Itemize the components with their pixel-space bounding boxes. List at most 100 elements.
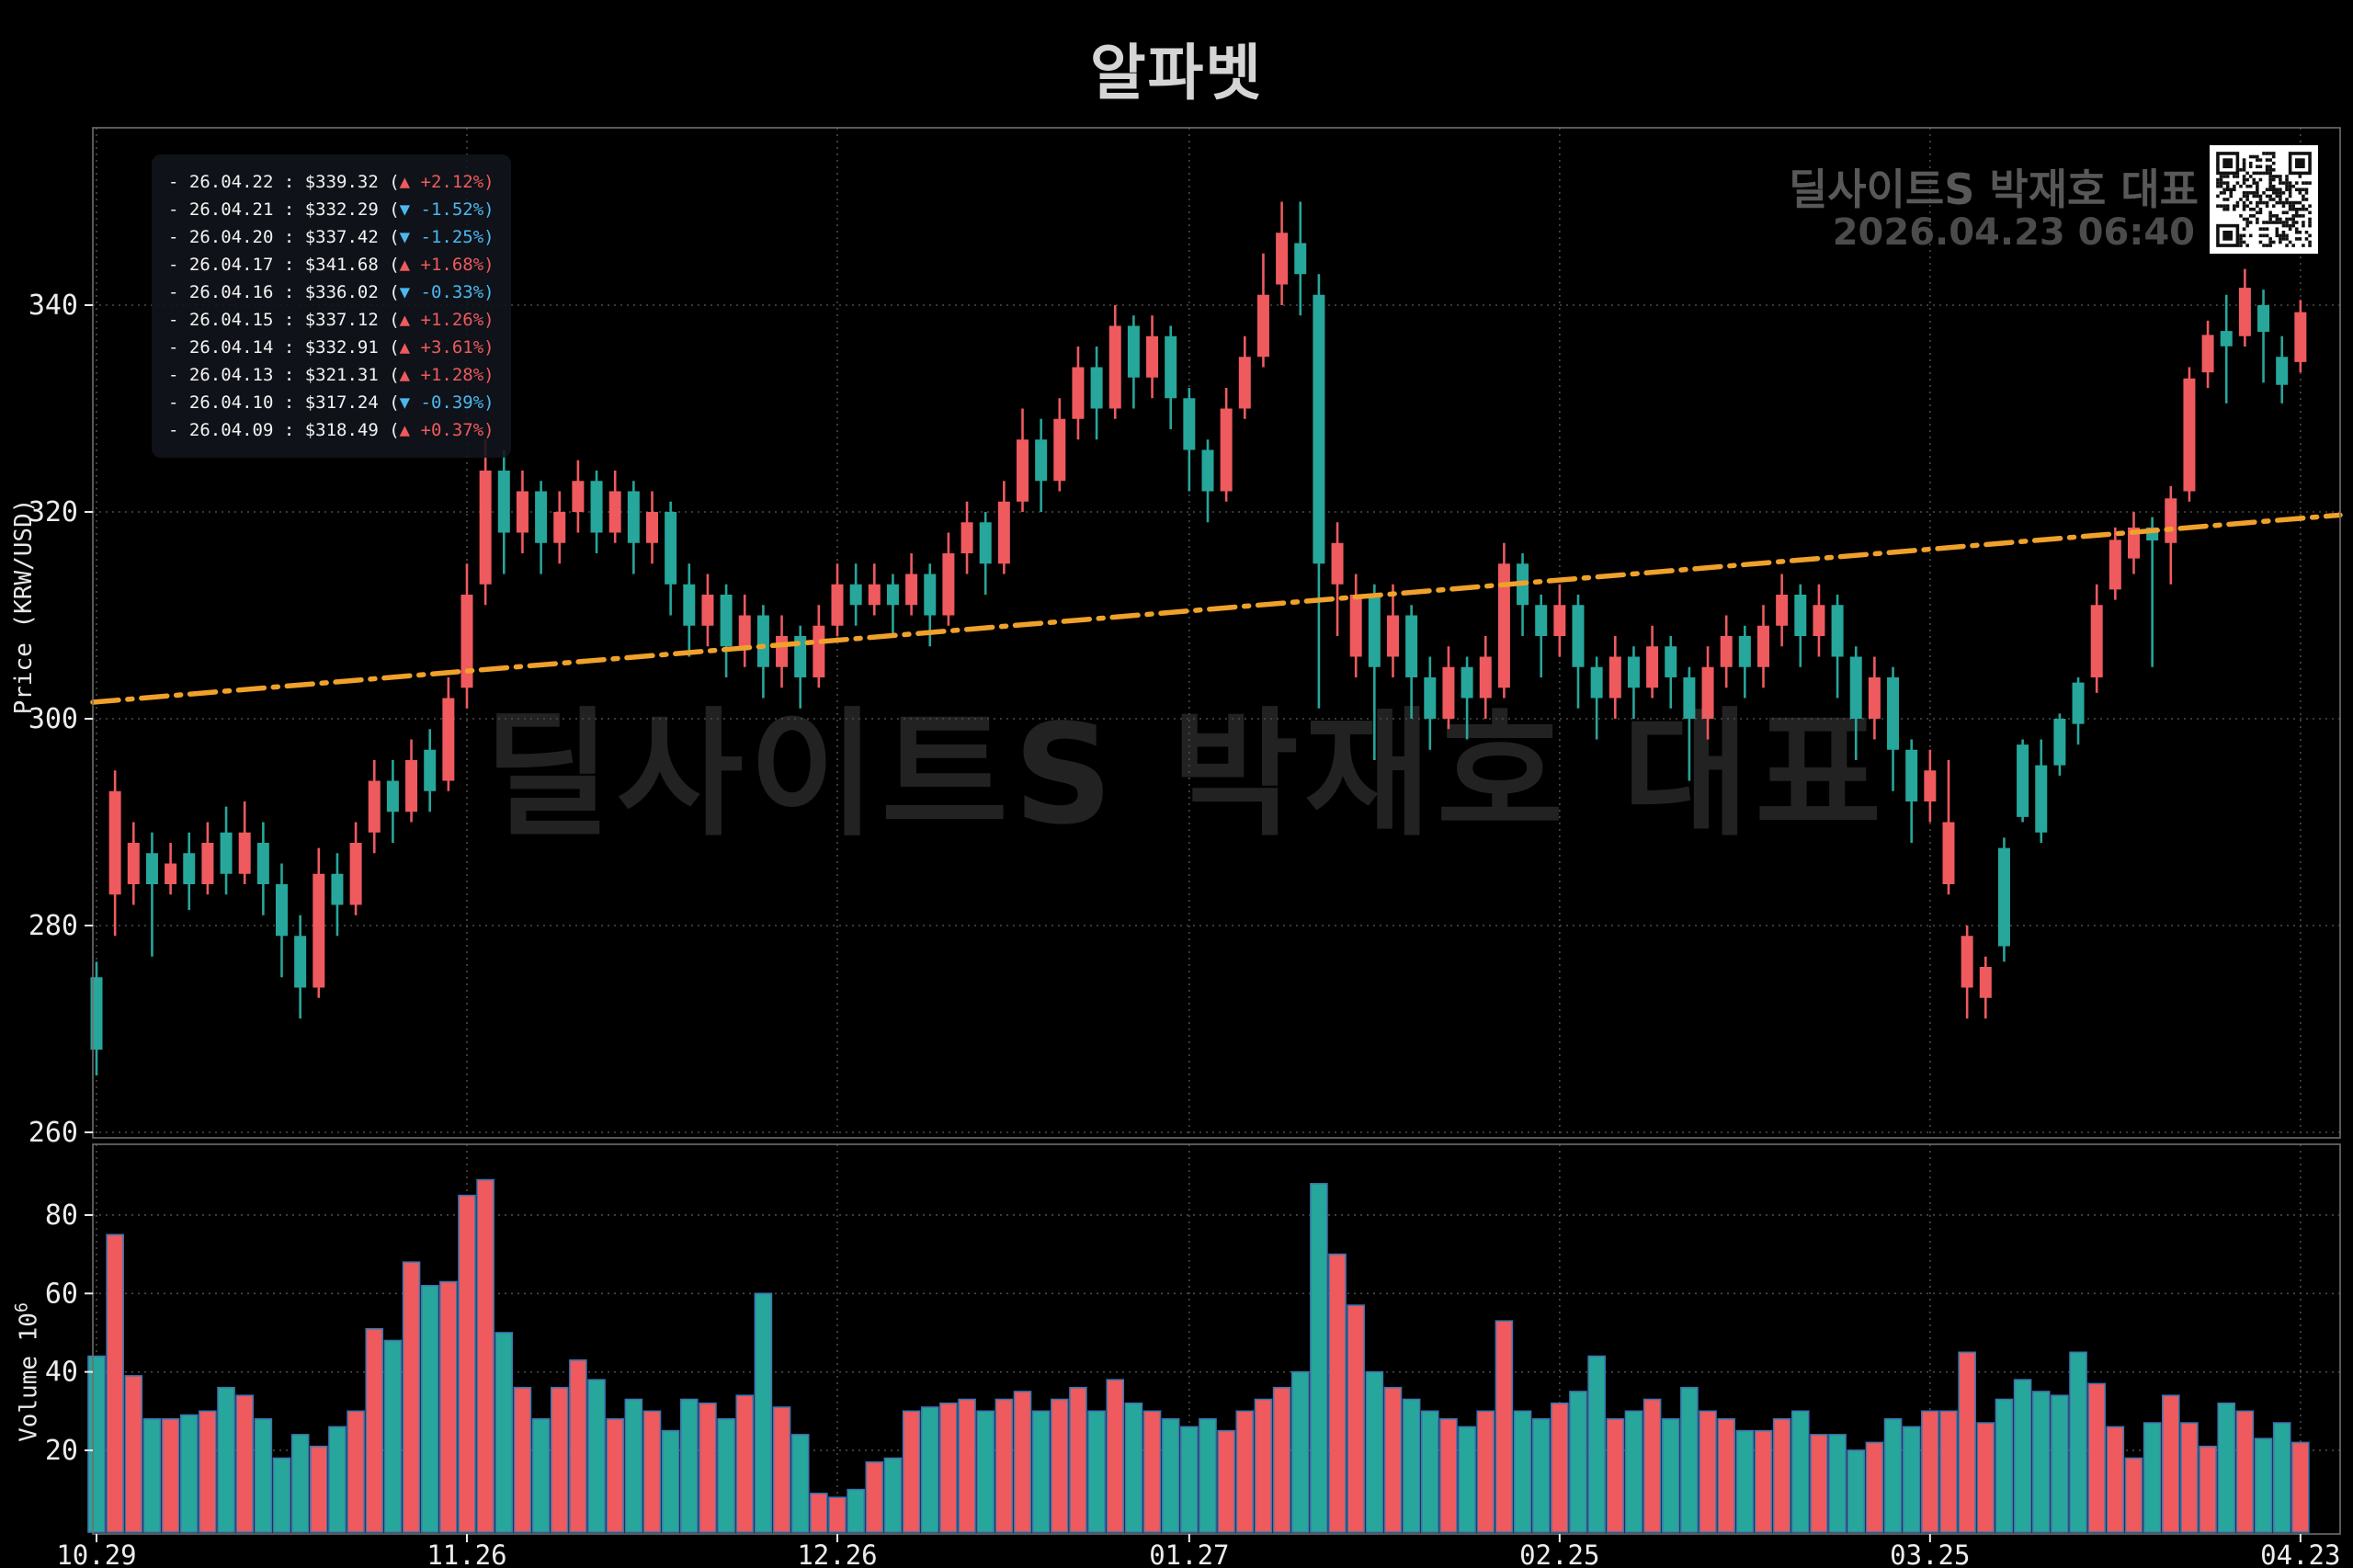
tick-label: 12.26: [797, 1540, 877, 1568]
candle-body: [1368, 595, 1381, 667]
volume-bar: [1365, 1370, 1384, 1533]
candle-body: [2220, 331, 2233, 347]
candle-body: [1349, 595, 1362, 657]
legend-row: - 26.04.14 : $332.91 (▲ +3.61%): [168, 334, 494, 361]
volume-bar: [235, 1394, 254, 1533]
candle-body: [1497, 563, 1510, 688]
volume-bar: [1402, 1398, 1421, 1533]
legend-row-pct: ▲ +3.61%): [399, 337, 494, 358]
legend-row-text: - 26.04.21 : $332.29 (: [168, 199, 400, 220]
tick-label: 260: [28, 1117, 78, 1149]
candle-body: [1608, 656, 1621, 699]
candle-body: [794, 636, 807, 677]
candle-body: [1979, 967, 1992, 998]
candle-body: [1276, 233, 1289, 285]
candle-body: [1942, 822, 1955, 884]
legend-row-pct: ▼ -1.25%): [399, 227, 494, 247]
volume-bar: [920, 1406, 939, 1533]
volume-bar: [2199, 1445, 2217, 1533]
volume-bar: [587, 1379, 606, 1533]
volume-bar: [1254, 1398, 1273, 1533]
candle-body: [1461, 666, 1473, 699]
volume-bar: [2124, 1457, 2143, 1533]
volume-bar: [939, 1402, 958, 1533]
volume-bar: [772, 1406, 791, 1533]
legend-row-pct: ▼ -0.39%): [399, 392, 494, 413]
volume-bar: [383, 1339, 403, 1533]
candle-body: [331, 873, 344, 905]
volume-bar: [1754, 1429, 1773, 1533]
candle-body: [108, 790, 121, 895]
volume-bar: [902, 1410, 921, 1533]
tick-label: 40: [45, 1357, 78, 1389]
candle-body: [220, 832, 233, 874]
candle-body: [1201, 449, 1214, 492]
volume-bar: [2013, 1379, 2032, 1533]
volume-bar: [550, 1386, 569, 1533]
volume-bar: [1124, 1402, 1143, 1533]
volume-bar: [1310, 1183, 1328, 1533]
candle-body: [886, 584, 899, 606]
candle-body: [2090, 605, 2103, 677]
legend-row-text: - 26.04.22 : $339.32 (: [168, 172, 400, 192]
volume-bar: [995, 1398, 1014, 1533]
volume-bar: [161, 1418, 180, 1533]
candle-body: [2053, 719, 2066, 766]
candle-body: [1165, 335, 1177, 399]
volume-bar: [1902, 1426, 1921, 1533]
candle-body: [1572, 605, 1585, 667]
volume-bar: [883, 1457, 903, 1533]
candle-body: [1961, 936, 1973, 988]
candle-body: [979, 522, 992, 564]
volume-bar: [328, 1426, 347, 1533]
volume-bar: [624, 1398, 643, 1533]
volume-bar: [2272, 1422, 2291, 1533]
candle-body: [701, 595, 714, 626]
legend-row-text: - 26.04.13 : $321.31 (: [168, 365, 400, 385]
volume-bar: [476, 1178, 494, 1533]
volume-bar: [847, 1488, 865, 1533]
candle-body: [1127, 325, 1140, 378]
tick-label: 60: [45, 1278, 78, 1310]
volume-bar: [1735, 1429, 1755, 1533]
candle-body: [1553, 605, 1566, 636]
volume-bar: [661, 1429, 680, 1533]
legend-row: - 26.04.09 : $318.49 (▲ +0.37%): [168, 416, 494, 444]
candle-body: [1683, 677, 1696, 719]
candle-body: [590, 481, 603, 533]
volume-bar: [2254, 1437, 2273, 1533]
legend-row: - 26.04.17 : $341.68 (▲ +1.68%): [168, 251, 494, 278]
candle-body: [1183, 398, 1196, 450]
qr-code: [2210, 145, 2318, 254]
candle-body: [256, 843, 269, 884]
volume-axis-label: Volume 106: [12, 1302, 43, 1442]
volume-bar: [2161, 1394, 2180, 1533]
volume-bar: [124, 1375, 143, 1533]
candle-body: [1016, 439, 1029, 502]
volume-bar: [1383, 1386, 1403, 1533]
candle-body: [535, 491, 548, 543]
tick-label: 10.29: [56, 1540, 136, 1568]
volume-bar: [735, 1394, 755, 1533]
candle-body: [1256, 294, 1269, 358]
volume-bar: [1476, 1410, 1495, 1533]
volume-bar: [513, 1386, 532, 1533]
volume-bar: [458, 1194, 476, 1533]
candle-body: [2127, 527, 2140, 559]
tick-label: 280: [28, 910, 78, 942]
volume-bar: [1235, 1410, 1255, 1533]
volume-bar: [1976, 1422, 1995, 1533]
legend-row: - 26.04.13 : $321.31 (▲ +1.28%): [168, 361, 494, 389]
volume-bar: [1347, 1304, 1365, 1533]
legend-row-text: - 26.04.16 : $336.02 (: [168, 282, 400, 302]
volume-bar: [1921, 1410, 1939, 1533]
volume-bar: [810, 1493, 828, 1533]
legend-row: - 26.04.22 : $339.32 (▲ +2.12%): [168, 168, 494, 196]
volume-bar: [179, 1414, 199, 1533]
volume-bar: [1106, 1379, 1125, 1533]
candle-body: [1738, 636, 1751, 667]
candle-body: [1776, 595, 1789, 626]
candle-body: [405, 760, 418, 812]
candle-body: [1108, 325, 1121, 409]
